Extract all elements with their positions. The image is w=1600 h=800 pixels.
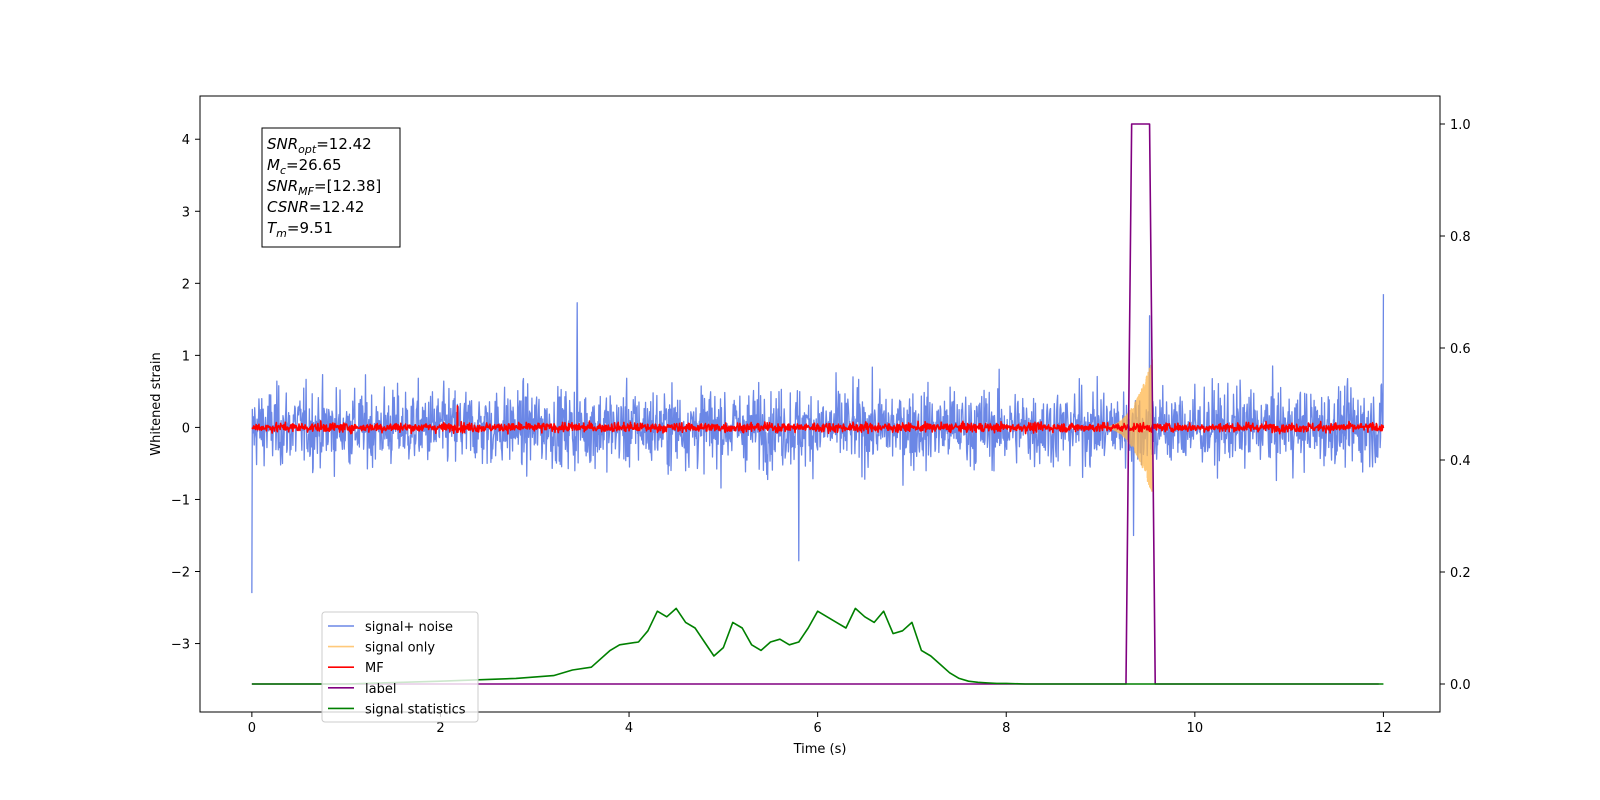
legend-label: label: [365, 682, 396, 697]
annotation-line: Tm=9.51: [267, 219, 333, 240]
y-tick-label: −1: [171, 493, 190, 508]
legend-label: signal statistics: [365, 702, 466, 717]
x-tick-label: 12: [1375, 721, 1392, 736]
y-right-tick-label: 0.0: [1450, 678, 1471, 693]
series-label: [251, 123, 1379, 685]
annotation-line: SNRopt=12.42: [267, 135, 372, 156]
y-tick-label: 2: [182, 277, 190, 292]
y-tick-label: 1: [182, 349, 190, 364]
plot-area: [251, 123, 1385, 685]
y-right-tick-label: 0.6: [1450, 342, 1471, 357]
y-axis-left: −3 −2 −1 0 1 2 3 4: [171, 133, 200, 653]
y-tick-label: 0: [182, 421, 190, 436]
series-signal-statistics: [251, 607, 1384, 685]
y-right-tick-label: 0.8: [1450, 230, 1471, 245]
legend-label: signal+ noise: [365, 620, 453, 635]
annotation-line: Mc=26.65: [267, 156, 342, 177]
annotation-line: CSNR=12.42: [267, 198, 364, 216]
y-right-tick-label: 0.2: [1450, 566, 1471, 581]
x-tick-label: 10: [1187, 721, 1204, 736]
legend-label: signal only: [365, 641, 435, 656]
x-tick-label: 8: [1002, 721, 1010, 736]
y-tick-label: 3: [182, 205, 190, 220]
x-tick-label: 6: [814, 721, 822, 736]
y-tick-label: −3: [171, 638, 190, 653]
legend: signal+ noise signal only MF label signal st…: [321, 611, 479, 723]
y-tick-label: −2: [171, 566, 190, 581]
y-right-tick-label: 1.0: [1450, 118, 1471, 133]
y-axis-right: 0.0 0.2 0.4 0.6 0.8 1.0: [1440, 118, 1471, 693]
legend-label: MF: [365, 661, 384, 676]
y-right-tick-label: 0.4: [1450, 454, 1471, 469]
y-axis-label: Whitened strain: [149, 352, 164, 455]
annotation-box: SNRopt=12.42Mc=26.65SNRMF=[12.38]CSNR=12…: [261, 127, 401, 248]
series-signal-noise: [251, 294, 1385, 594]
x-axis: 0 2 4 6 8 10 12: [248, 712, 1392, 736]
x-axis-label: Time (s): [793, 742, 847, 757]
annotation-line: SNRMF=[12.38]: [267, 177, 381, 198]
series-mf: [251, 405, 1385, 435]
x-tick-label: 4: [625, 721, 633, 736]
legend-frame: [321, 611, 479, 723]
plot-frame: [199, 95, 1441, 713]
y-tick-label: 4: [182, 133, 190, 148]
x-tick-label: 0: [248, 721, 256, 736]
x-tick-label: 2: [436, 721, 444, 736]
annotation-frame: [261, 127, 401, 248]
